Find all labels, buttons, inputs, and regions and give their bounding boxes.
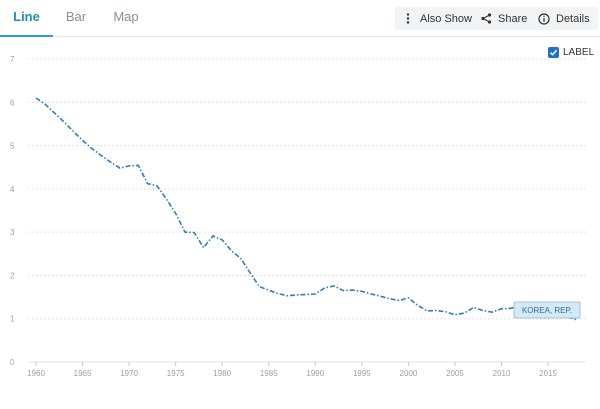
also-show-button[interactable]: Also Show bbox=[395, 7, 480, 30]
label-toggle-text: LABEL bbox=[563, 47, 595, 58]
x-tick-label: 1980 bbox=[213, 369, 231, 378]
y-tick-label: 6 bbox=[10, 98, 15, 107]
info-icon bbox=[538, 12, 550, 25]
fertility-line-chart: 0 1 2 3 4 5 6 7 1960 1965 1970 1975 1980 1985 1990 199… bbox=[10, 55, 586, 378]
details-label: Details bbox=[556, 12, 590, 25]
share-button[interactable]: Share bbox=[473, 7, 536, 30]
also-show-label: Also Show bbox=[420, 12, 472, 25]
x-tick-label: 2005 bbox=[446, 369, 464, 378]
series-line bbox=[35, 97, 577, 321]
tab-line[interactable]: Line bbox=[0, 0, 53, 37]
series-label-tag[interactable] bbox=[513, 301, 581, 319]
more-vertical-icon bbox=[402, 13, 414, 25]
x-tick-label: 2010 bbox=[493, 369, 511, 378]
tab-bar[interactable]: Bar bbox=[65, 9, 87, 24]
x-tick-label: 2000 bbox=[400, 369, 418, 378]
y-tick-label: 3 bbox=[10, 228, 15, 237]
label-checkbox[interactable] bbox=[548, 47, 559, 58]
share-label: Share bbox=[498, 12, 528, 25]
tab-map[interactable]: Map bbox=[113, 9, 139, 24]
y-tick-label: 7 bbox=[10, 55, 15, 64]
series-label-text: KOREA, REP. bbox=[522, 306, 572, 315]
y-tick-label: 0 bbox=[10, 358, 15, 367]
y-tick-label: 4 bbox=[10, 185, 15, 194]
view-tabs-bar: Line Bar Map Also Show Share Details bbox=[0, 0, 600, 37]
x-tick-label: 1990 bbox=[306, 369, 324, 378]
details-button[interactable]: Details bbox=[531, 7, 598, 30]
x-tick-label: 1975 bbox=[167, 369, 185, 378]
x-tick-label: 1960 bbox=[27, 369, 45, 378]
label-toggle[interactable]: LABEL bbox=[548, 47, 594, 58]
y-tick-label: 2 bbox=[10, 271, 15, 280]
x-tick-label: 1985 bbox=[260, 369, 278, 378]
y-tick-label: 1 bbox=[10, 315, 15, 324]
y-tick-label: 5 bbox=[10, 142, 15, 151]
x-tick-label: 1970 bbox=[120, 369, 138, 378]
x-tick-label: 1995 bbox=[353, 369, 371, 378]
x-tick-label: 2015 bbox=[539, 369, 557, 378]
x-tick-label: 1965 bbox=[74, 369, 92, 378]
share-icon bbox=[480, 13, 492, 25]
